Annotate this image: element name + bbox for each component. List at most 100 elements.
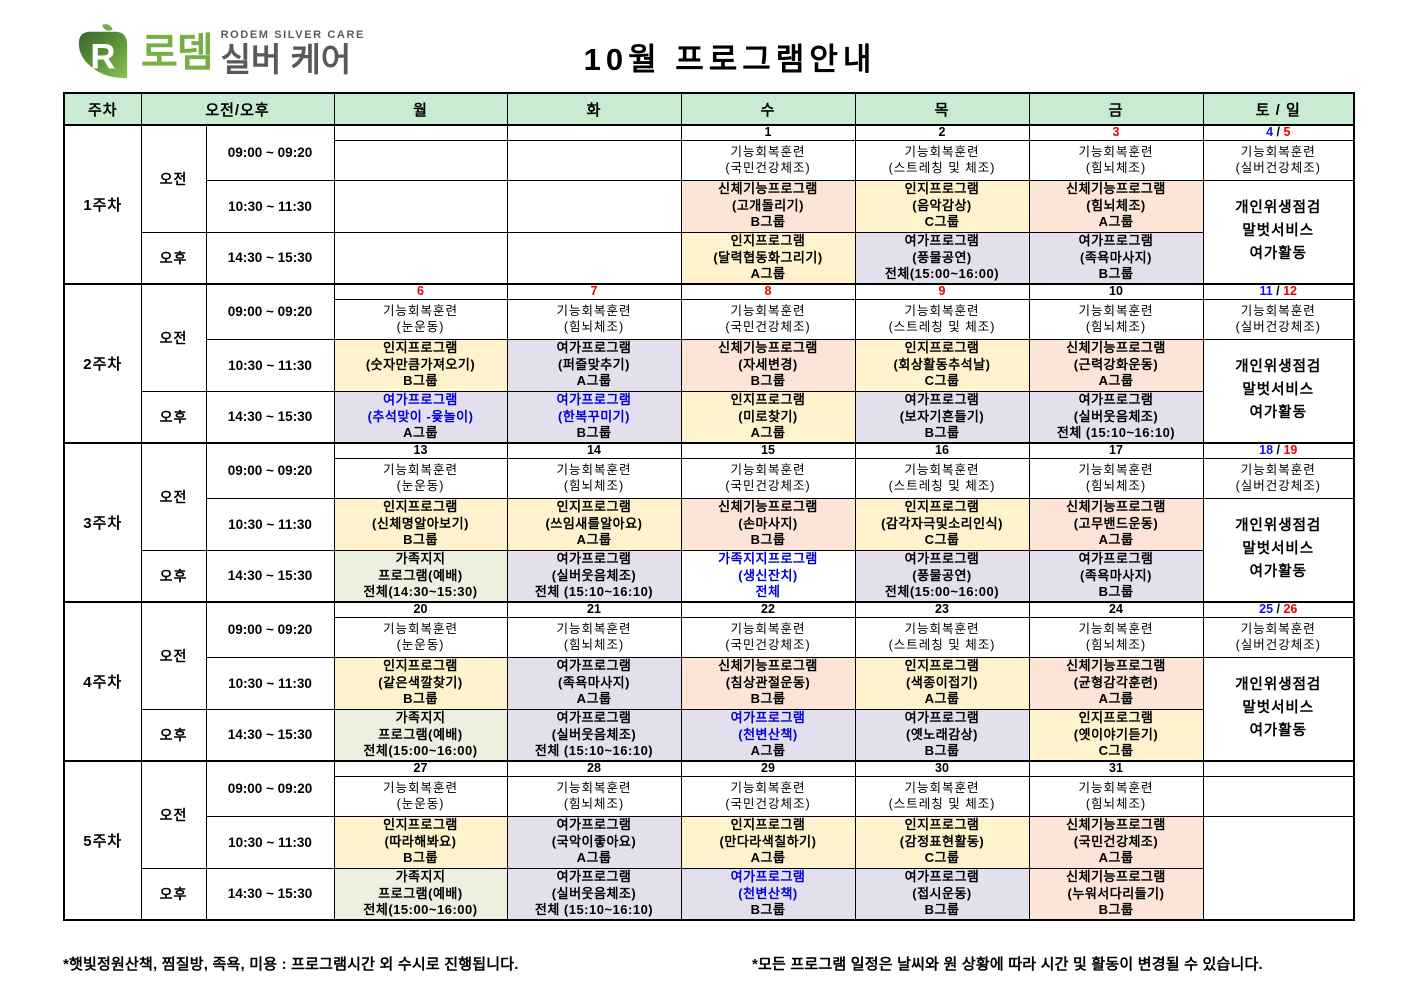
cell-line: 기능회복훈련 [1078, 145, 1154, 159]
afternoon-row: 오후 14:30 ~ 15:30 가족지지 프로그램(예배) 전체(15:00~16:0… [64, 867, 1354, 921]
cell-line: C그룹 [924, 850, 960, 866]
cell-line: C그룹 [924, 373, 960, 389]
exercise-cell: 기능회복훈련 (힘뇌체조) [506, 775, 682, 817]
logo-english-name: RODEM SILVER CARE [220, 29, 365, 41]
date-cell: 21 [506, 601, 682, 618]
date-cell: 29 [680, 760, 856, 777]
cell-line: 여가프로그램 [556, 710, 632, 725]
logo-korean-suffix: 실버 케어 [220, 41, 352, 78]
cell-line: (손마사지) [738, 515, 798, 531]
cell-line: 개인위생점검 [1235, 359, 1322, 376]
cell-line: 기능회복훈련 [730, 304, 806, 318]
program-cell: 가족지지프로그램 (생신잔치) 전체 [680, 549, 856, 603]
date-number: 23 [935, 602, 949, 617]
date-number: 21 [587, 602, 601, 617]
cell-line: 여가프로그램 [904, 869, 980, 884]
cell-line: 신체기능프로그램 [1066, 869, 1166, 884]
header-day: 토 / 일 [1202, 92, 1355, 126]
cell-line: B그룹 [403, 373, 438, 389]
cell-line: (균형감각훈련) [1073, 674, 1159, 690]
cell-line: 기능회복훈련 [382, 463, 458, 477]
time-cell: 10:30 ~ 11:30 [205, 815, 335, 869]
cell-line: 기능회복훈련 [730, 463, 806, 477]
cell-line: 여가프로그램 [904, 392, 980, 407]
time-cell: 14:30 ~ 15:30 [205, 867, 335, 921]
exercise-cell: 기능회복훈련 (힘뇌체조) [1028, 616, 1204, 658]
cell-line: A그룹 [576, 373, 612, 389]
sunday-date: 12 [1283, 284, 1298, 299]
program-cell: 인지프로그램 (감각자극및소리인식) C그룹 [854, 497, 1030, 551]
cell-line: 신체기능프로그램 [718, 658, 818, 674]
exercise-cell: 기능회복훈련 (국민건강체조) [680, 616, 856, 658]
cell-line: 기능회복훈련 [556, 304, 632, 318]
date-number: 30 [935, 761, 949, 776]
program-cell: 여가프로그램 (퍼즐맞추기) A그룹 [506, 338, 682, 392]
time-cell: 10:30 ~ 11:30 [205, 497, 335, 551]
page-title: 10월 프로그램안내 [583, 42, 877, 77]
date-cell: 13 [333, 442, 508, 459]
cell-line: 기능회복훈련 [1240, 463, 1316, 477]
cell-line: 여가프로그램 [1078, 392, 1154, 407]
cell-line: 여가프로그램 [904, 233, 980, 248]
program-cell: 인지프로그램 (같은색깔찾기) B그룹 [333, 656, 508, 710]
program-cell: 신체기능프로그램 (국민건강체조) A그룹 [1028, 815, 1204, 869]
date-cell: 6 [333, 283, 508, 300]
sunday-date: 19 [1283, 443, 1298, 458]
date-number: 3 [1112, 125, 1120, 140]
cell-line: A그룹 [576, 691, 612, 707]
cell-line: (실버웃음체조) [1073, 408, 1159, 424]
cell-line: (국민건강체조) [725, 320, 811, 334]
cell-line: (한복꾸미기) [558, 408, 630, 424]
exercise-cell: 기능회복훈련 (힘뇌체조) [506, 616, 682, 658]
program-cell: 여가프로그램 (추석맞이 -윷놀이) A그룹 [333, 390, 508, 444]
weekend-note-cell: 개인위생점검 말벗서비스 여가활동 [1202, 497, 1355, 603]
cell-line: (국민건강체조) [725, 638, 811, 652]
exercise-cell: 기능회복훈련 (국민건강체조) [680, 139, 856, 181]
cell-line: 여가프로그램 [1078, 551, 1154, 566]
date-cell: 10 [1028, 283, 1204, 300]
date-separator: / [1273, 443, 1284, 458]
exercise-cell [506, 139, 682, 181]
cell-line: (국민건강체조) [725, 797, 811, 811]
cell-line: 전체(15:00~16:00) [363, 743, 478, 758]
ampm-pm-cell: 오후 [140, 549, 207, 603]
leaf-logo-icon: R [78, 24, 128, 79]
exercise-cell: 기능회복훈련 (스트레칭 및 체조) [854, 139, 1030, 181]
program-cell: 인지프로그램 (달력협동화그리기) A그룹 [680, 231, 856, 285]
date-number: 29 [761, 761, 775, 776]
week-date-row: 5주차 오전 09:00 ~ 09:20 27 28 29 30 31 [63, 760, 1355, 921]
cell-line: (색종이접기) [906, 674, 978, 690]
cell-line: (실버건강체조) [1235, 479, 1321, 493]
program-cell: 여가프로그램 (실버웃음체조) 전체 (15:10~16:10) [506, 549, 682, 603]
saturday-date: 25 [1259, 602, 1274, 617]
ampm-pm-cell: 오후 [140, 390, 207, 444]
cell-line: (미로찾기) [738, 408, 798, 424]
cell-line: B그룹 [750, 214, 786, 230]
cell-line: (누워서다리들기) [1067, 885, 1165, 901]
cell-line: (같은색깔찾기) [378, 674, 463, 690]
cell-line: (실버웃음체조) [551, 567, 637, 583]
program-cell: 여가프로그램 (옛노래감상) B그룹 [854, 708, 1030, 762]
cell-line: 신체기능프로그램 [1066, 817, 1166, 833]
program-cell [506, 231, 682, 285]
cell-line: (침상관절운동) [725, 674, 811, 690]
cell-line: 기능회복훈련 [730, 781, 806, 795]
program-cell: 인지프로그램 (음악감상) C그룹 [854, 179, 1030, 233]
schedule-body: 1주차 오전 09:00 ~ 09:20 1 2 3 4 / 5 기능회복훈련 (국민건강체조)… [63, 124, 1355, 921]
exercise-cell: 기능회복훈련 (힘뇌체조) [506, 457, 682, 499]
cell-line: (쓰임새를알아요) [545, 515, 643, 531]
exercise-cell: 기능회복훈련 (실버건강체조) [1202, 616, 1355, 658]
exercise-cell: 기능회복훈련 (국민건강체조) [680, 457, 856, 499]
program-cell [333, 231, 508, 285]
cell-line: 인지프로그램 [383, 499, 458, 515]
cell-line: 기능회복훈련 [1078, 304, 1154, 318]
cell-line: (실버건강체조) [1235, 638, 1321, 652]
cell-line: 기능회복훈련 [904, 463, 980, 477]
time-cell: 09:00 ~ 09:20 [205, 124, 335, 181]
program-cell: 인지프로그램 (따라해봐요) B그룹 [333, 815, 508, 869]
date-separator: / [1272, 284, 1284, 299]
cell-line: (풍물공연) [912, 567, 972, 583]
date-number: 8 [764, 284, 772, 299]
date-number: 2 [938, 125, 946, 140]
week-date-row: 4주차 오전 09:00 ~ 09:20 20 21 22 23 24 25 / 26 [63, 601, 1355, 762]
